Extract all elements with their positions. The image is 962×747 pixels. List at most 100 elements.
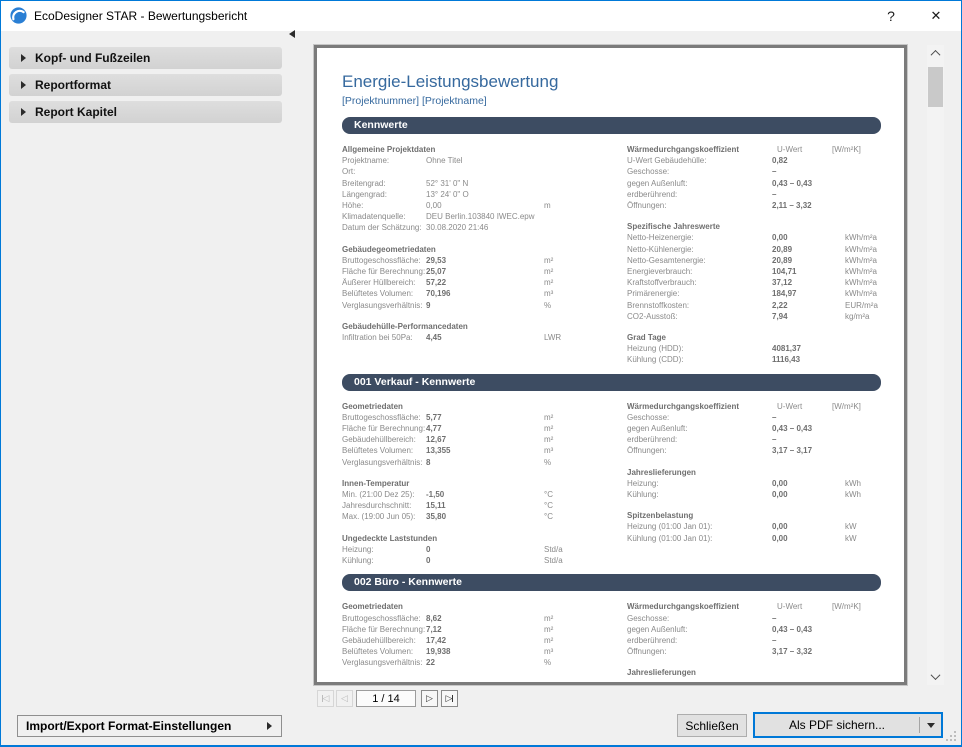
- report-row: Datum der Schätzung: 30.08.2020 21:46: [342, 222, 627, 233]
- report-row-value: 17,42: [426, 635, 447, 645]
- report-row-value: 0,43 – 0,43: [772, 624, 813, 634]
- report-row-unit: [845, 434, 881, 445]
- report-row-value: 4,45: [426, 333, 442, 343]
- report-row-unit: kWh: [845, 478, 861, 488]
- report-row: Fläche für Berechnung: 25,07 m²: [342, 266, 627, 277]
- report-group-heading: Spezifische Jahreswerte: [627, 221, 881, 232]
- report-row-unit: °C: [544, 490, 553, 500]
- sidebar-collapse-icon[interactable]: [289, 30, 295, 38]
- next-page-button[interactable]: ▷: [421, 690, 438, 707]
- report-row-label: Primärenergie:: [627, 289, 680, 299]
- report-row: Heizung (HDD): 4081,37: [627, 343, 881, 354]
- report-row-unit: m²: [544, 635, 554, 645]
- flyout-arrow-icon: [267, 722, 272, 730]
- report-group: Gebäudegeometriedaten Bruttogeschossfläch…: [342, 244, 627, 311]
- save-pdf-button[interactable]: Als PDF sichern...: [753, 712, 943, 738]
- report-row: Gebäudehüllbereich: 17,42 m²: [342, 635, 627, 646]
- import-export-settings-button[interactable]: Import/Export Format-Einstellungen: [17, 715, 282, 737]
- report-row-label: CO2-Ausstoß:: [627, 311, 678, 321]
- report-row: Äußerer Hüllbereich: 57,22 m²: [342, 277, 627, 288]
- report-row-label: Netto-Gesamtenergie:: [627, 255, 706, 265]
- scroll-down-icon[interactable]: [927, 668, 944, 685]
- scrollbar-thumb[interactable]: [928, 67, 943, 107]
- report-group: Innen-Temperatur Min. (21:00 Dez 25): -1,5…: [342, 478, 627, 523]
- report-group: Wärmedurchgangskoeffizient U-Wert [W/m²K] U…: [627, 144, 881, 211]
- report-row: Klimadatenquelle: DEU Berlin.103840 IWEC.…: [342, 211, 627, 222]
- report-column: Allgemeine Projektdaten Projektname: Ohne …: [342, 144, 627, 366]
- report-row-unit: kW: [845, 533, 857, 543]
- report-group-title: Jahreslieferungen: [627, 668, 696, 678]
- scroll-up-icon[interactable]: [927, 45, 944, 62]
- preview-scrollbar[interactable]: [927, 45, 944, 685]
- report-row-value: 35,80: [426, 512, 447, 522]
- report-group-title: Gebäudegeometriedaten: [342, 244, 436, 254]
- report-row-unit: kWh/m²a: [845, 244, 877, 254]
- save-pdf-dropdown-button[interactable]: [920, 714, 941, 736]
- report-row: Öffnungen: 3,17 – 3,32: [627, 646, 881, 657]
- report-row: Brennstoffkosten: 2,22 EUR/m²a: [627, 300, 881, 311]
- report-row-value: 37,12: [772, 278, 793, 288]
- report-row-label: Klimadatenquelle:: [342, 212, 406, 222]
- report-row-value: 13° 24' 0" O: [426, 189, 469, 199]
- report-row-value: –: [772, 167, 777, 177]
- page-number-field[interactable]: [356, 690, 416, 707]
- report-row-value: –: [772, 412, 777, 422]
- report-row-value: 184,97: [772, 289, 797, 299]
- report-column: Wärmedurchgangskoeffizient U-Wert [W/m²K] U…: [627, 144, 881, 366]
- report-row-value: 57,22: [426, 278, 447, 288]
- report-row: gegen Außenluft: 0,43 – 0,43: [627, 624, 881, 635]
- expand-arrow-icon: [21, 108, 26, 116]
- window-title: EcoDesigner STAR - Bewertungsbericht: [34, 9, 248, 23]
- report-row-unit: [845, 624, 881, 635]
- report-row-value: –: [772, 613, 777, 623]
- report-row-unit: m²: [544, 412, 554, 422]
- report-row-value: 0,00: [772, 490, 788, 500]
- previous-page-button[interactable]: ◁: [336, 690, 353, 707]
- report-column: Geometriedaten Bruttogeschossfläche: 8,62 m…: [342, 601, 627, 678]
- help-button[interactable]: ?: [887, 8, 895, 24]
- sidebar-item-report-kapitel[interactable]: Report Kapitel: [9, 101, 282, 123]
- report-row: Energieverbrauch: 104,71 kWh/m²a: [627, 266, 881, 277]
- report-column: Geometriedaten Bruttogeschossfläche: 5,77 m…: [342, 401, 627, 567]
- report-row: Verglasungsverhältnis: 9%: [342, 300, 627, 311]
- report-body: Kennwerte Allgemeine Projektdaten Projektn…: [317, 117, 904, 679]
- report-row: Max. (19:00 Jun 05): 35,80 °C: [342, 511, 627, 522]
- report-group-head-value: U-Wert: [777, 602, 803, 612]
- report-row: Kühlung (CDD): 1116,43: [627, 354, 881, 365]
- report-row-unit: kWh: [845, 490, 861, 500]
- sidebar-item-reportformat[interactable]: Reportformat: [9, 74, 282, 96]
- report-row-value: 12,67: [426, 435, 447, 445]
- sidebar-item-label: Kopf- und Fußzeilen: [35, 51, 151, 65]
- report-group: Allgemeine Projektdaten Projektname: Ohne …: [342, 144, 627, 234]
- report-row-value: –: [772, 435, 777, 445]
- report-row-label: Jahresdurchschnitt:: [342, 501, 412, 511]
- report-row: gegen Außenluft: 0,43 – 0,43: [627, 178, 881, 189]
- title-bar: EcoDesigner STAR - Bewertungsbericht ? ✕: [1, 1, 961, 31]
- report-row: Netto-Heizenergie: 0,00 kWh/m²a: [627, 232, 881, 243]
- report-row-unit: [544, 178, 627, 189]
- report-row-label: Kühlung:: [342, 556, 374, 566]
- report-row-label: gegen Außenluft:: [627, 424, 688, 434]
- report-group-heading: Ungedeckte Laststunden: [342, 533, 627, 544]
- close-icon[interactable]: ✕: [930, 8, 942, 23]
- next-page-icon: ▷: [426, 693, 433, 703]
- report-row-unit: [845, 189, 881, 200]
- report-row-value: 0,00: [772, 478, 788, 488]
- report-group: Wärmedurchgangskoeffizient U-Wert [W/m²K] G…: [627, 601, 881, 657]
- sidebar-item-label: Report Kapitel: [35, 105, 118, 119]
- resize-grip[interactable]: [946, 731, 956, 741]
- report-group-heading: Geometriedaten: [342, 601, 627, 612]
- report-row-value: 0,43 – 0,43: [772, 178, 813, 188]
- report-group: Geometriedaten Bruttogeschossfläche: 8,62 m…: [342, 601, 627, 668]
- report-row: Min. (21:00 Dez 25): -1,50 °C: [342, 489, 627, 500]
- report-row-value: 0,00: [772, 522, 788, 532]
- last-page-button[interactable]: ▷: [441, 690, 458, 707]
- report-row-label: Gebäudehüllbereich:: [342, 635, 416, 645]
- close-dialog-button[interactable]: Schließen: [677, 714, 747, 737]
- report-row-value: 0,43 – 0,43: [772, 424, 813, 434]
- report-row-label: Fläche für Berechnung:: [342, 424, 426, 434]
- report-row-value: 20,89: [772, 244, 793, 254]
- sidebar-item-kopf-und-fu-zeilen[interactable]: Kopf- und Fußzeilen: [9, 47, 282, 69]
- first-page-button[interactable]: ◁: [317, 690, 334, 707]
- report-group-head-value: U-Wert: [777, 145, 803, 154]
